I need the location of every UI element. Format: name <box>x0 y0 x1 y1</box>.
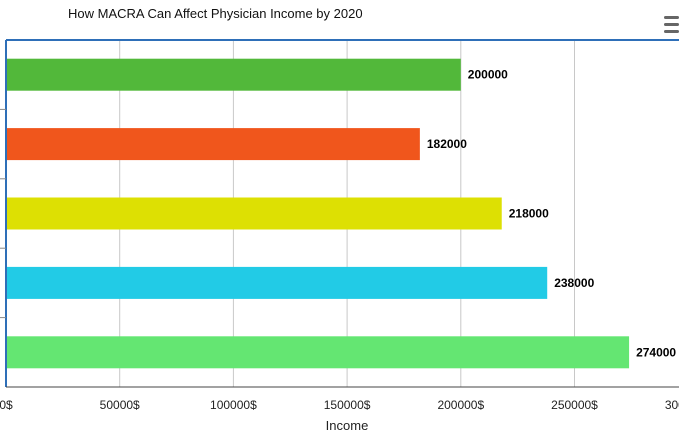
x-axis-title: Income <box>326 418 369 433</box>
bar[interactable] <box>6 197 502 230</box>
bar[interactable] <box>6 336 630 369</box>
hamburger-menu-icon[interactable] <box>664 16 679 34</box>
bar-value-label: 200000 <box>468 68 508 82</box>
bar-value-label: 218000 <box>509 207 549 221</box>
x-tick-label: 0$ <box>0 398 13 412</box>
bar[interactable] <box>6 128 420 161</box>
x-tick-label: 250000$ <box>551 398 598 412</box>
bar-value-label: 274000 <box>636 345 676 359</box>
bar[interactable] <box>6 58 461 91</box>
x-tick-label: 50000$ <box>100 398 140 412</box>
x-tick-label: 150000$ <box>324 398 371 412</box>
bar-value-label: 238000 <box>554 276 594 290</box>
x-tick-label: 200000$ <box>437 398 484 412</box>
x-tick-label: 100000$ <box>210 398 257 412</box>
bar[interactable] <box>6 266 548 299</box>
chart-title: How MACRA Can Affect Physician Income by… <box>68 6 363 21</box>
bar-value-label: 182000 <box>427 137 467 151</box>
x-tick-label: 300000$ <box>665 398 679 412</box>
